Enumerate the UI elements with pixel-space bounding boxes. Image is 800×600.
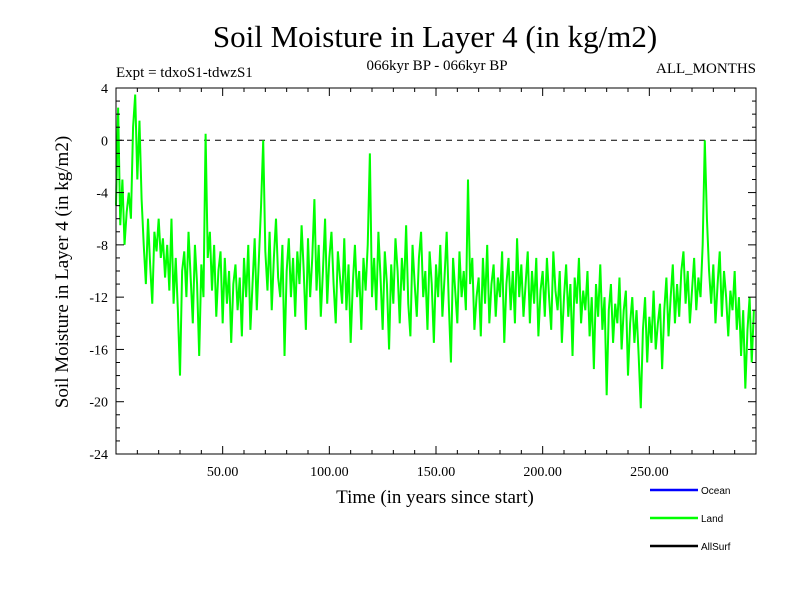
x-tick-label: 250.00: [630, 465, 669, 480]
legend-label-allsurf: AllSurf: [701, 542, 731, 553]
legend-label-land: Land: [701, 514, 723, 525]
x-tick-label: 200.00: [523, 465, 562, 480]
x-tick-label: 100.00: [310, 465, 349, 480]
experiment-label: Expt = tdxoS1-tdwzS1: [116, 65, 253, 81]
y-tick-label: -12: [89, 291, 108, 306]
series-layer: [115, 94, 755, 409]
period-label: 066kyr BP - 066kyr BP: [366, 58, 507, 74]
y-tick-label: -8: [96, 239, 108, 254]
legend: Ocean Land AllSurf: [650, 486, 731, 553]
y-tick-label: 4: [101, 82, 108, 97]
x-tick-label: 150.00: [417, 465, 456, 480]
y-tick-label: -24: [89, 448, 108, 463]
y-tick-label: -20: [89, 396, 108, 411]
y-tick-label: -16: [89, 343, 108, 358]
series-line-land: [115, 94, 755, 409]
months-label: ALL_MONTHS: [656, 61, 756, 77]
y-axis-label: Soil Moisture in Layer 4 (in kg/m2): [52, 136, 73, 408]
y-axis-ticks: 4 0 -4 -8 -12 -16 -20 -24: [89, 82, 756, 463]
y-tick-label: -4: [96, 187, 108, 202]
chart-title: Soil Moisture in Layer 4 (in kg/m2): [213, 19, 657, 54]
x-axis-label: Time (in years since start): [336, 487, 534, 508]
legend-label-ocean: Ocean: [701, 486, 730, 497]
x-tick-label: 50.00: [207, 465, 239, 480]
y-tick-label: 0: [101, 134, 108, 149]
x-axis-ticks: 50.00 100.00 150.00 200.00 250.00: [115, 88, 757, 480]
